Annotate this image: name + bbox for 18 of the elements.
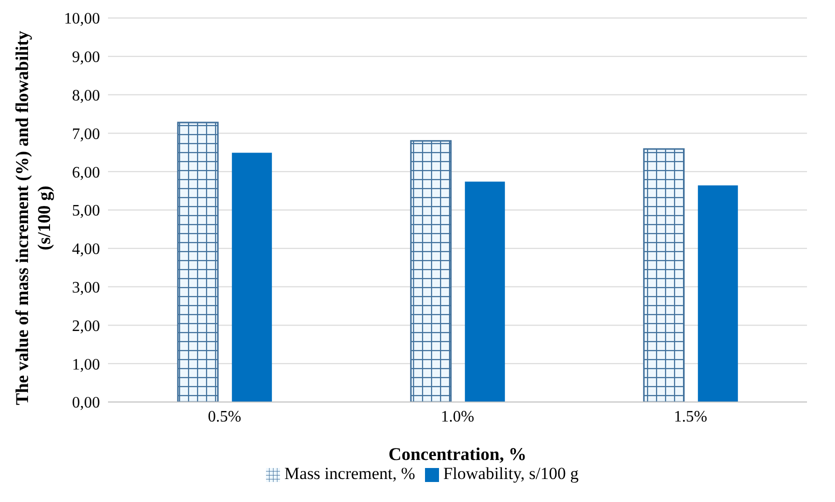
y-axis-title: The value of mass increment (%) and flowability (s/100 g)	[11, 30, 55, 408]
y-tick-label: 4,00	[72, 241, 100, 258]
y-tick-label: 0,00	[72, 394, 100, 412]
y-tick-label: 8,00	[72, 87, 100, 104]
y-tick-label: 2,00	[72, 318, 100, 335]
x-tick-label: 0.5%	[208, 408, 242, 426]
y-tick-label: 6,00	[72, 164, 100, 182]
x-axis-title: Concentration, %	[388, 444, 526, 464]
y-tick-label: 3,00	[72, 279, 100, 296]
x-tick-label: 1.0%	[440, 408, 474, 426]
y-tick-label: 7,00	[72, 126, 100, 143]
y-tick-label: 1,00	[72, 356, 100, 374]
y-tick-label: 10,00	[64, 10, 100, 28]
legend-label: Mass increment, %	[284, 464, 416, 483]
legend-label: Flowability, s/100 g	[443, 464, 579, 483]
x-tick-label: 1.5%	[674, 408, 708, 426]
y-tick-label: 5,00	[72, 202, 100, 220]
y-tick-label: 9,00	[72, 49, 100, 66]
